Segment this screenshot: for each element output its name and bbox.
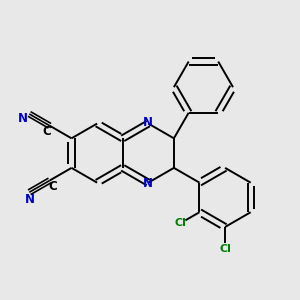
Text: C: C <box>49 180 58 193</box>
Text: C: C <box>42 125 51 138</box>
Text: N: N <box>18 112 28 125</box>
Text: Cl: Cl <box>174 218 186 228</box>
Text: N: N <box>143 116 153 129</box>
Text: N: N <box>25 193 35 206</box>
Text: N: N <box>143 177 153 190</box>
Text: Cl: Cl <box>219 244 231 254</box>
